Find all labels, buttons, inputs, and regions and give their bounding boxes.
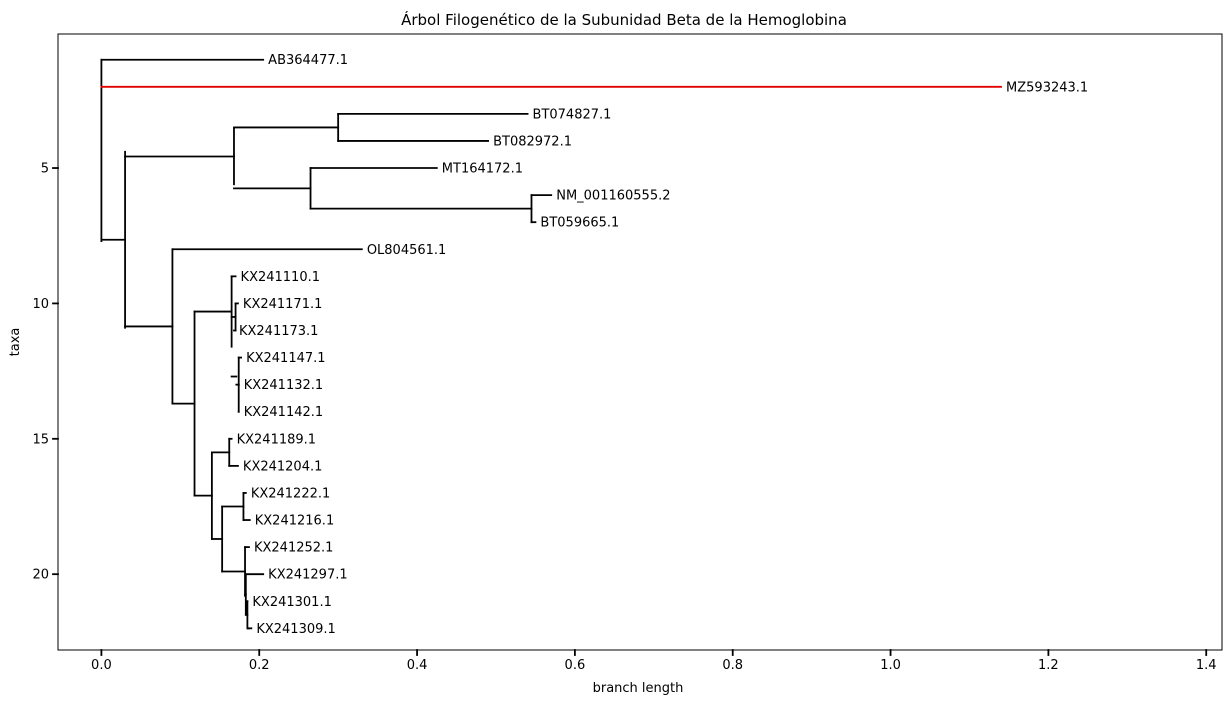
x-tick-label: 0.8 <box>722 658 743 673</box>
leaf-label: KX241110.1 <box>241 270 320 285</box>
leaf-label: BT082972.1 <box>493 134 572 149</box>
leaf-label: KX241297.1 <box>268 568 347 583</box>
leaf-label: KX241132.1 <box>244 378 323 393</box>
leaf-label: AB364477.1 <box>268 53 348 68</box>
y-tick-label: 20 <box>32 568 49 583</box>
y-axis-ticks: 5 10 15 20 <box>32 162 59 583</box>
leaf-labels: AB364477.1 MZ593243.1 BT074827.1 BT082972.1… <box>237 53 1089 637</box>
leaf-label: BT059665.1 <box>540 216 619 231</box>
leaf-label: BT074827.1 <box>533 107 612 122</box>
leaf-label: KX241173.1 <box>239 324 318 339</box>
tree-branches <box>100 58 1002 630</box>
x-tick-label: 0.2 <box>249 658 270 673</box>
leaf-label: KX241147.1 <box>246 351 325 366</box>
leaf-label: KX241204.1 <box>243 459 322 474</box>
leaf-label: KX241301.1 <box>252 595 331 610</box>
x-tick-label: 1.0 <box>880 658 901 673</box>
leaf-label: KX241309.1 <box>256 622 335 637</box>
plot-frame <box>57 33 1223 651</box>
x-tick-label: 0.0 <box>91 658 112 673</box>
x-tick-label: 0.6 <box>565 658 586 673</box>
x-tick-label: 1.2 <box>1038 658 1059 673</box>
leaf-label: KX241222.1 <box>251 486 330 501</box>
leaf-label: KX241252.1 <box>254 541 333 556</box>
y-tick-label: 15 <box>32 432 49 447</box>
leaf-label: MT164172.1 <box>442 162 523 177</box>
leaf-label: KX241171.1 <box>243 297 322 312</box>
x-axis-label: branch length <box>593 681 684 696</box>
x-axis-ticks: 0.0 0.2 0.4 0.6 0.8 1.0 1.2 1.4 <box>91 649 1217 673</box>
x-tick-label: 1.4 <box>1196 658 1217 673</box>
leaf-label: KX241216.1 <box>255 514 334 529</box>
leaf-label: KX241189.1 <box>237 432 316 447</box>
y-axis-label: taxa <box>8 328 23 357</box>
leaf-label: MZ593243.1 <box>1006 80 1088 95</box>
leaf-label: OL804561.1 <box>367 243 447 258</box>
chart-title: Árbol Filogenético de la Subunidad Beta … <box>401 10 847 29</box>
y-tick-label: 5 <box>41 162 49 177</box>
x-tick-label: 0.4 <box>407 658 428 673</box>
y-tick-label: 10 <box>32 297 49 312</box>
leaf-label: NM_001160555.2 <box>556 189 670 204</box>
leaf-label: KX241142.1 <box>244 405 323 420</box>
